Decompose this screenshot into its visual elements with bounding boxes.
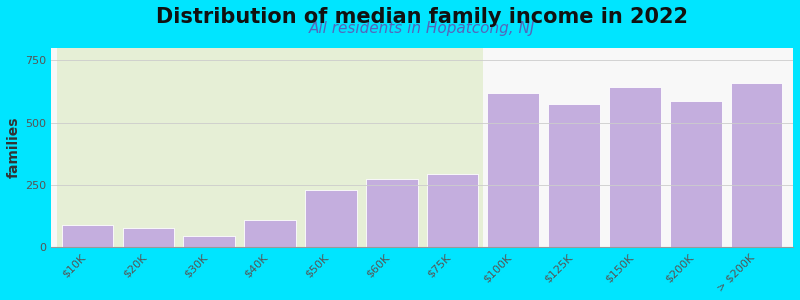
- Bar: [426, 174, 478, 247]
- Bar: [366, 178, 418, 247]
- Bar: [305, 190, 357, 247]
- Bar: [487, 93, 539, 247]
- Bar: [244, 220, 296, 247]
- Bar: [122, 228, 174, 247]
- Bar: [609, 86, 661, 247]
- Bar: [670, 101, 722, 247]
- Y-axis label: families: families: [7, 117, 21, 178]
- Text: All residents in Hopatcong, NJ: All residents in Hopatcong, NJ: [309, 21, 535, 36]
- Bar: [730, 83, 782, 247]
- Bar: [548, 104, 600, 247]
- Title: Distribution of median family income in 2022: Distribution of median family income in …: [156, 7, 688, 27]
- FancyBboxPatch shape: [57, 48, 483, 247]
- Bar: [62, 225, 114, 247]
- Bar: [183, 236, 235, 247]
